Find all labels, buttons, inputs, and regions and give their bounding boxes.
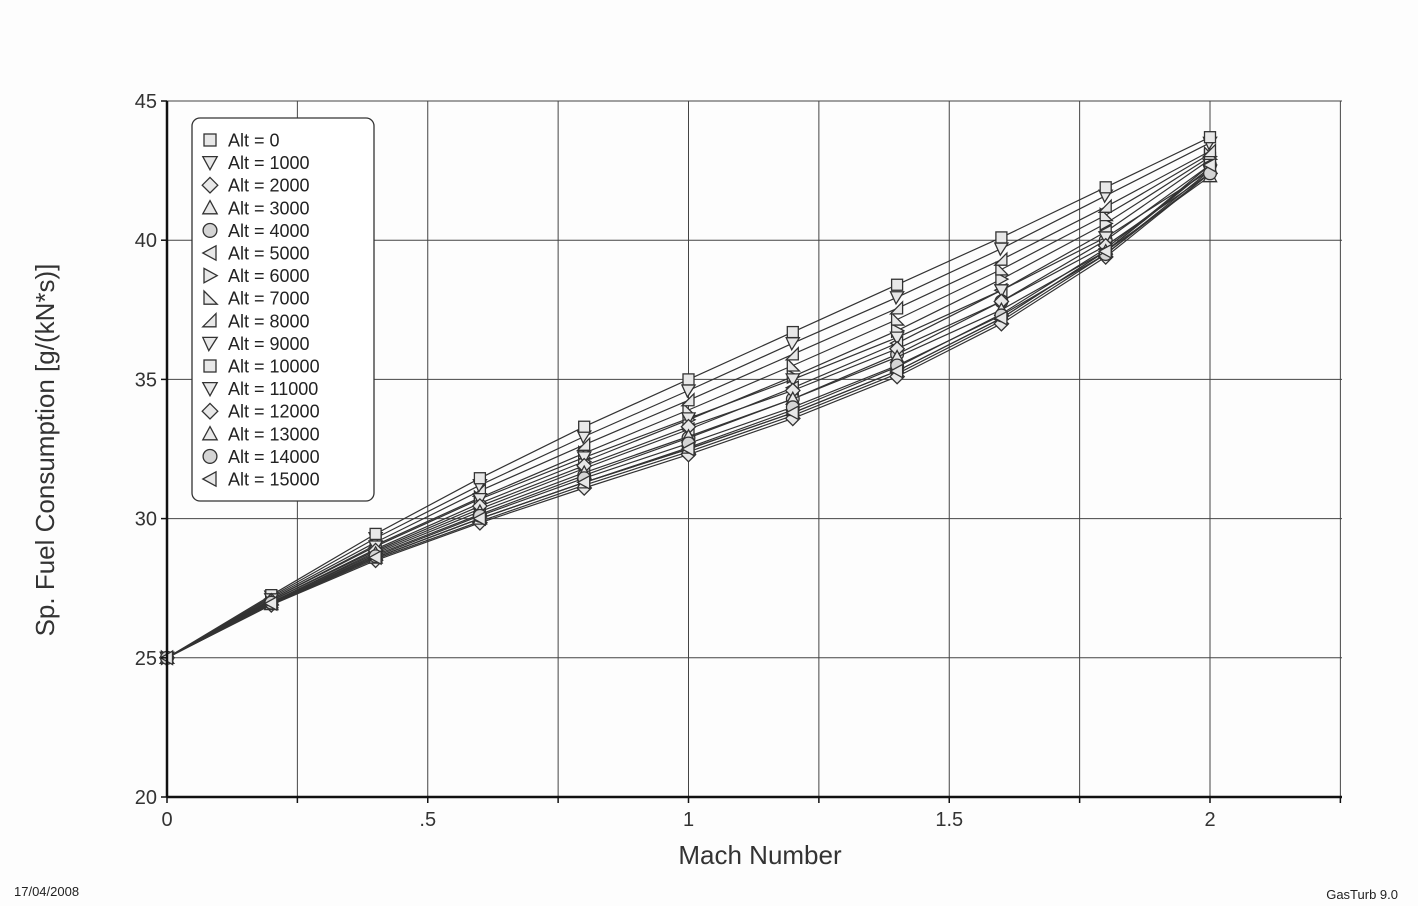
data-point: [576, 436, 591, 451]
data-point: [786, 325, 799, 339]
legend-marker: [202, 222, 218, 238]
data-point: [889, 291, 905, 306]
x-tick-label: 0: [161, 809, 172, 831]
legend-label: Alt = 2000: [228, 176, 310, 196]
data-point: [888, 300, 904, 315]
legend-label: Alt = 6000: [228, 266, 310, 286]
legend-label: Alt = 9000: [228, 334, 310, 354]
x-tick-label: .5: [419, 809, 436, 831]
legend-label: Alt = 10000: [228, 357, 320, 377]
legend-marker: [203, 133, 217, 147]
data-point: [993, 284, 1010, 299]
legend-box: [191, 117, 375, 502]
y-tick-label: 20: [135, 787, 157, 809]
tick-labels: 0 .5 1 1.5 2 20 25 30 35 40 45: [135, 91, 1216, 831]
legend-marker: [202, 448, 218, 464]
axes: [161, 100, 1342, 803]
legend-label: Alt = 4000: [228, 221, 310, 241]
data-point: [1099, 181, 1112, 194]
data-point: [890, 311, 906, 326]
data-point: [1203, 131, 1217, 144]
legend-label: Alt = 8000: [228, 311, 310, 331]
data-point: [1202, 157, 1217, 173]
data-point: [1201, 142, 1217, 158]
legend-label: Alt = 0: [228, 131, 280, 151]
legend-label: Alt = 7000: [228, 289, 310, 309]
legend-label: Alt = 14000: [228, 447, 320, 467]
footer-app-name: GasTurb 9.0: [1326, 887, 1398, 902]
y-tick-label: 30: [135, 509, 157, 531]
legend-marker: [201, 402, 219, 420]
data-point: [995, 271, 1010, 287]
data-point: [578, 420, 591, 433]
x-tick-label: 2: [1204, 809, 1215, 831]
data-point: [367, 549, 382, 566]
legend-marker: [201, 199, 219, 215]
data-point: [1099, 206, 1114, 222]
data-point: [263, 595, 278, 612]
legend-marker: [203, 289, 219, 305]
legend-label: Alt = 13000: [228, 424, 320, 444]
legend-label: Alt = 11000: [228, 379, 318, 399]
data-point: [993, 310, 1008, 326]
data-point: [785, 373, 801, 388]
data-point: [1097, 243, 1112, 260]
legend-marker: [201, 244, 217, 262]
y-tick-label: 45: [135, 91, 157, 113]
x-tick-label: 1: [683, 809, 694, 831]
legend-label: Alt = 1000: [228, 153, 310, 173]
data-point: [890, 278, 904, 291]
data-point: [993, 251, 1008, 266]
legend-marker: [201, 155, 219, 172]
y-tick-label: 25: [135, 648, 157, 670]
y-tick-label: 40: [135, 230, 157, 252]
data-point: [784, 405, 799, 421]
y-axis-title: Sp. Fuel Consumption [g/(kN*s)]: [30, 264, 60, 637]
data-point: [995, 231, 1008, 244]
x-axis-title: Mach Number: [678, 840, 842, 870]
legend-label: Alt = 15000: [228, 470, 320, 490]
data-point: [369, 527, 382, 541]
data-point: [471, 510, 487, 527]
legend-marker: [201, 470, 217, 488]
legend-marker: [201, 176, 219, 194]
legend-marker: [203, 359, 217, 373]
data-point: [680, 392, 695, 407]
data-point: [576, 474, 591, 491]
data-point: [680, 441, 695, 457]
data-point: [786, 357, 801, 372]
data-point: [889, 363, 904, 379]
legend-marker: [201, 381, 219, 398]
legend-marker: [201, 336, 219, 352]
series-layer: [158, 131, 1219, 666]
legend-label: Alt = 5000: [228, 244, 310, 264]
legend-marker: [201, 312, 217, 328]
data-point: [889, 331, 905, 346]
legend-marker: [203, 267, 219, 284]
legend-label: Alt = 3000: [228, 198, 310, 218]
data-point: [784, 346, 799, 361]
x-tick-label: 1.5: [935, 809, 963, 831]
data-point: [682, 373, 695, 386]
y-tick-label: 35: [135, 369, 157, 391]
data-point: [995, 261, 1010, 276]
legend-label: Alt = 12000: [228, 402, 320, 422]
legend-marker: [201, 425, 219, 441]
data-point: [473, 472, 487, 485]
data-point: [1097, 198, 1112, 213]
footer-date: 17/04/2008: [14, 884, 80, 899]
